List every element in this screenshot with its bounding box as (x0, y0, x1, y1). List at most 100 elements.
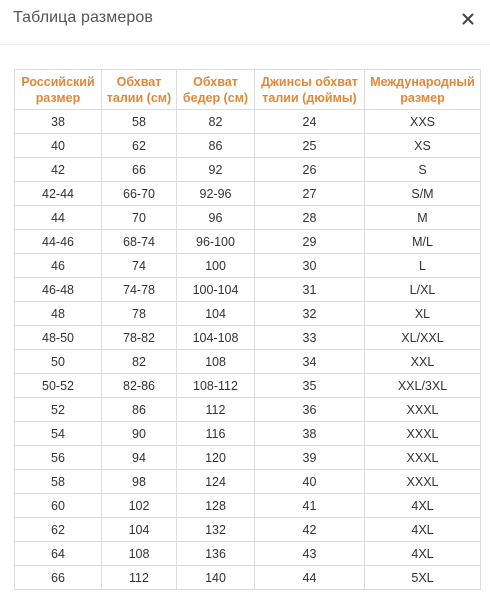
cell-waist-cm: 94 (101, 445, 177, 470)
cell-russian-size: 40 (14, 133, 102, 158)
cell-hips-cm: 100 (176, 253, 255, 278)
cell-hips-cm: 120 (176, 445, 255, 470)
cell-russian-size: 48 (14, 301, 102, 326)
cell-waist-cm: 90 (101, 421, 177, 446)
cell-waist-cm: 82-86 (101, 373, 177, 398)
cell-international-size: XL/XXL (364, 325, 481, 350)
cell-international-size: S/M (364, 181, 481, 206)
cell-jeans-waist: 35 (254, 373, 365, 398)
cell-international-size: 4XL (364, 493, 481, 518)
size-table: Российский размер Обхват талии (см) Обхв… (14, 69, 481, 590)
cell-russian-size: 66 (14, 565, 102, 590)
cell-international-size: XXS (364, 109, 481, 134)
cell-international-size: XL (364, 301, 481, 326)
cell-jeans-waist: 28 (254, 205, 365, 230)
table-row: 44 70 96 28 M (14, 205, 481, 230)
cell-russian-size: 54 (14, 421, 102, 446)
cell-hips-cm: 86 (176, 133, 255, 158)
cell-jeans-waist: 30 (254, 253, 365, 278)
cell-jeans-waist: 25 (254, 133, 365, 158)
cell-international-size: XXXL (364, 469, 481, 494)
table-row: 44-46 68-74 96-100 29 M/L (14, 229, 481, 254)
cell-jeans-waist: 29 (254, 229, 365, 254)
cell-international-size: 4XL (364, 517, 481, 542)
cell-waist-cm: 58 (101, 109, 177, 134)
cell-jeans-waist: 32 (254, 301, 365, 326)
cell-russian-size: 46 (14, 253, 102, 278)
cell-hips-cm: 92 (176, 157, 255, 182)
cell-jeans-waist: 39 (254, 445, 365, 470)
cell-international-size: M/L (364, 229, 481, 254)
size-table-container: Российский размер Обхват талии (см) Обхв… (14, 69, 481, 590)
cell-russian-size: 52 (14, 397, 102, 422)
cell-international-size: XXXL (364, 445, 481, 470)
cell-jeans-waist: 34 (254, 349, 365, 374)
close-button[interactable] (458, 9, 478, 29)
table-row: 38 58 82 24 XXS (14, 109, 481, 134)
table-row: 54 90 116 38 XXXL (14, 421, 481, 446)
cell-waist-cm: 62 (101, 133, 177, 158)
cell-russian-size: 44 (14, 205, 102, 230)
cell-russian-size: 58 (14, 469, 102, 494)
cell-hips-cm: 100-104 (176, 277, 255, 302)
cell-international-size: S (364, 157, 481, 182)
cell-waist-cm: 102 (101, 493, 177, 518)
table-header-row: Российский размер Обхват талии (см) Обхв… (14, 69, 481, 110)
cell-jeans-waist: 42 (254, 517, 365, 542)
modal-header: Таблица размеров (0, 0, 490, 45)
cell-russian-size: 42-44 (14, 181, 102, 206)
cell-waist-cm: 86 (101, 397, 177, 422)
table-row: 40 62 86 25 XS (14, 133, 481, 158)
cell-hips-cm: 108-112 (176, 373, 255, 398)
cell-hips-cm: 112 (176, 397, 255, 422)
table-row: 46-48 74-78 100-104 31 L/XL (14, 277, 481, 302)
cell-jeans-waist: 44 (254, 565, 365, 590)
cell-hips-cm: 108 (176, 349, 255, 374)
cell-waist-cm: 108 (101, 541, 177, 566)
cell-international-size: XXL (364, 349, 481, 374)
cell-jeans-waist: 27 (254, 181, 365, 206)
cell-russian-size: 38 (14, 109, 102, 134)
cell-jeans-waist: 26 (254, 157, 365, 182)
cell-russian-size: 48-50 (14, 325, 102, 350)
cell-jeans-waist: 36 (254, 397, 365, 422)
cell-jeans-waist: 43 (254, 541, 365, 566)
table-row: 42-44 66-70 92-96 27 S/M (14, 181, 481, 206)
cell-russian-size: 62 (14, 517, 102, 542)
cell-jeans-waist: 38 (254, 421, 365, 446)
cell-russian-size: 50 (14, 349, 102, 374)
cell-russian-size: 60 (14, 493, 102, 518)
cell-waist-cm: 74 (101, 253, 177, 278)
cell-waist-cm: 78-82 (101, 325, 177, 350)
header-hips-cm: Обхват бедер (см) (176, 69, 255, 110)
cell-international-size: 4XL (364, 541, 481, 566)
cell-russian-size: 50-52 (14, 373, 102, 398)
cell-waist-cm: 70 (101, 205, 177, 230)
table-row: 60 102 128 41 4XL (14, 493, 481, 518)
table-row: 48 78 104 32 XL (14, 301, 481, 326)
cell-waist-cm: 74-78 (101, 277, 177, 302)
cell-jeans-waist: 24 (254, 109, 365, 134)
table-row: 64 108 136 43 4XL (14, 541, 481, 566)
cell-international-size: 5XL (364, 565, 481, 590)
cell-russian-size: 46-48 (14, 277, 102, 302)
cell-jeans-waist: 41 (254, 493, 365, 518)
cell-international-size: XXXL (364, 397, 481, 422)
table-row: 66 112 140 44 5XL (14, 565, 481, 590)
cell-hips-cm: 82 (176, 109, 255, 134)
header-international-size: Международный размер (364, 69, 481, 110)
cell-international-size: XXL/3XL (364, 373, 481, 398)
cell-international-size: L/XL (364, 277, 481, 302)
table-row: 58 98 124 40 XXXL (14, 469, 481, 494)
cell-russian-size: 42 (14, 157, 102, 182)
header-russian-size: Российский размер (14, 69, 102, 110)
cell-waist-cm: 66 (101, 157, 177, 182)
cell-hips-cm: 136 (176, 541, 255, 566)
table-row: 48-50 78-82 104-108 33 XL/XXL (14, 325, 481, 350)
cell-international-size: XS (364, 133, 481, 158)
cell-jeans-waist: 40 (254, 469, 365, 494)
cell-hips-cm: 140 (176, 565, 255, 590)
cell-jeans-waist: 33 (254, 325, 365, 350)
cell-russian-size: 64 (14, 541, 102, 566)
